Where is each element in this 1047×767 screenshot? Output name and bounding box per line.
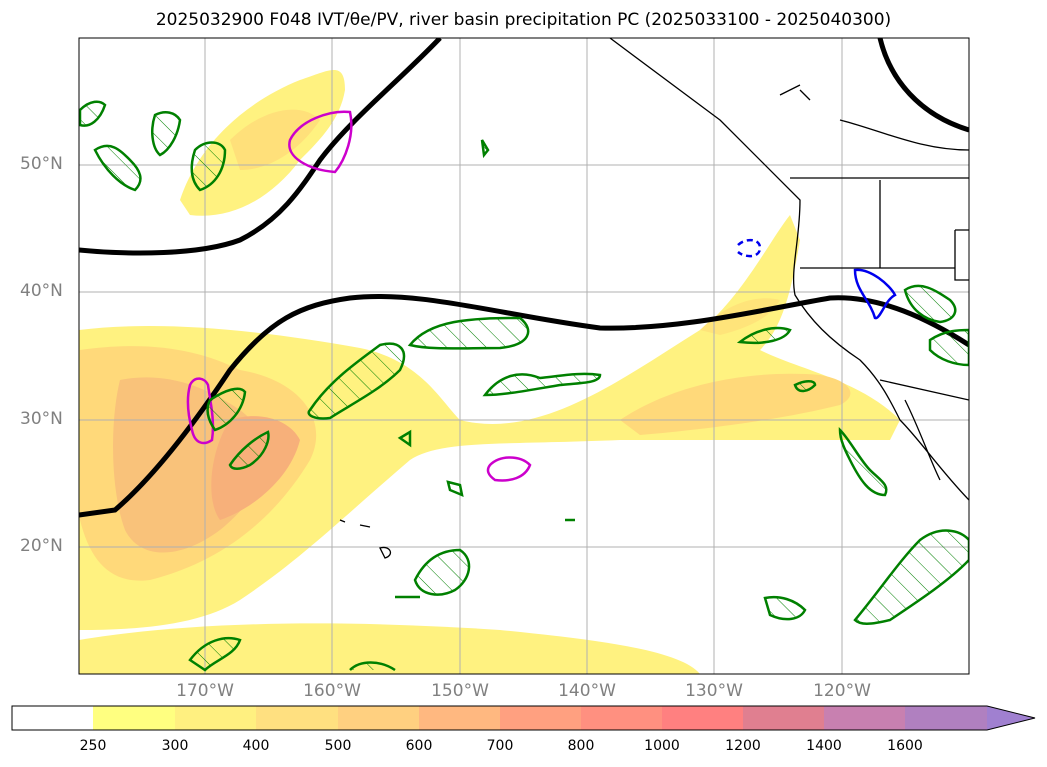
lon-label-170w: 170°W (176, 681, 234, 701)
lon-label-140w: 140°W (558, 681, 616, 701)
lat-label-50n: 50°N (20, 154, 63, 174)
colorbar-label: 300 (161, 738, 189, 754)
precip-contours (79, 100, 969, 672)
colorbar-label: 250 (79, 738, 107, 754)
pv-contours (186, 110, 897, 482)
colorbar-label: 1400 (806, 738, 842, 754)
colorbar-label: 1600 (887, 738, 923, 754)
lat-label-20n: 20°N (20, 536, 63, 556)
lon-label-150w: 150°W (431, 681, 489, 701)
lat-label-30n: 30°N (20, 409, 63, 429)
colorbar-label: 500 (324, 738, 352, 754)
colorbar (11, 705, 1036, 731)
lat-label-40n: 40°N (20, 281, 63, 301)
colorbar-label: 400 (242, 738, 270, 754)
figure-title: 2025032900 F048 IVT/θe/PV, river basin p… (155, 10, 892, 30)
lon-label-160w: 160°W (303, 681, 361, 701)
lon-label-120w: 120°W (813, 681, 871, 701)
lon-label-130w: 130°W (685, 681, 743, 701)
colorbar-label: 700 (486, 738, 514, 754)
colorbar-label: 600 (405, 738, 433, 754)
coastlines (339, 38, 969, 559)
theta-e-contours (79, 38, 969, 518)
colorbar-label: 800 (567, 738, 595, 754)
colorbar-label: 1200 (725, 738, 761, 754)
colorbar-label: 1000 (644, 738, 680, 754)
map-frame (78, 37, 970, 675)
